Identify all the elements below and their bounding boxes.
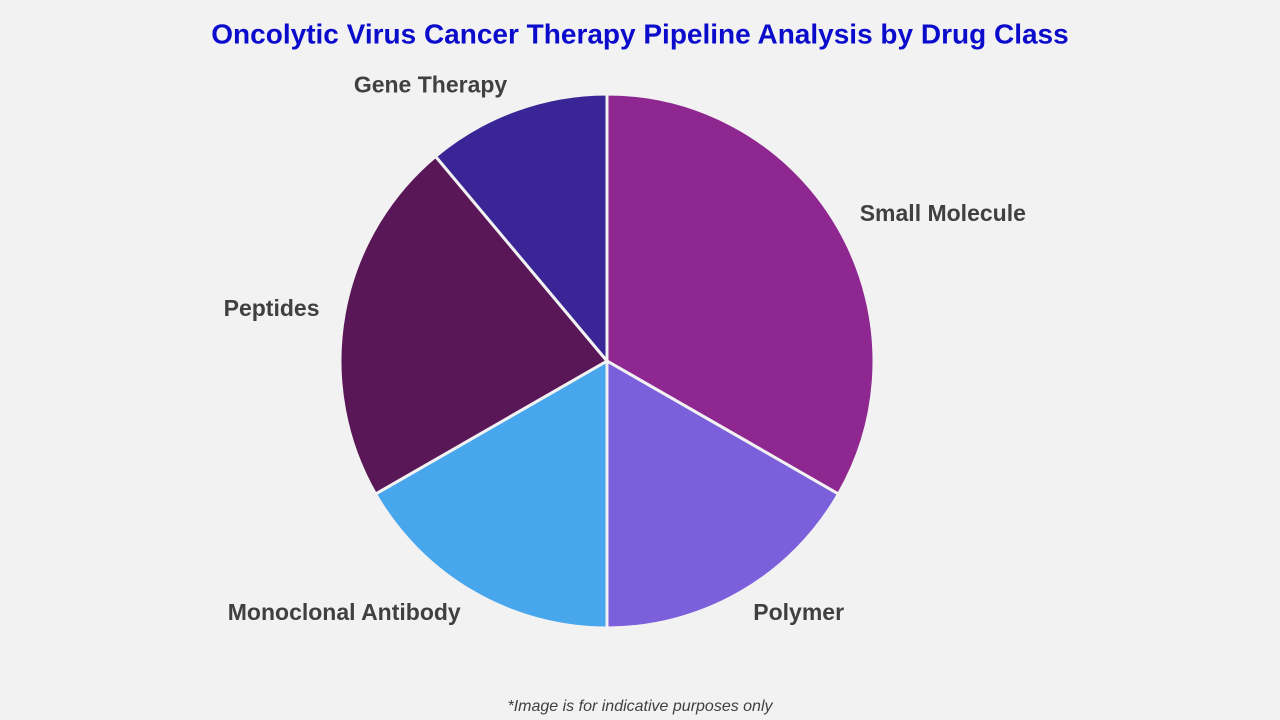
pie-slice [605, 92, 876, 497]
slice-label: Monoclonal Antibody [228, 599, 461, 625]
pie-slice [373, 358, 609, 630]
pie-slice [433, 92, 609, 366]
chart-title: Oncolytic Virus Cancer Therapy Pipeline … [211, 18, 1068, 49]
pie-slice [605, 358, 841, 630]
slice-label: Polymer [753, 599, 844, 625]
slice-label: Peptides [224, 295, 320, 321]
slice-label: Small Molecule [860, 200, 1026, 226]
footnote: *Image is for indicative purposes only [507, 698, 773, 715]
pie-slice [338, 154, 610, 497]
slice-label: Gene Therapy [354, 72, 508, 98]
